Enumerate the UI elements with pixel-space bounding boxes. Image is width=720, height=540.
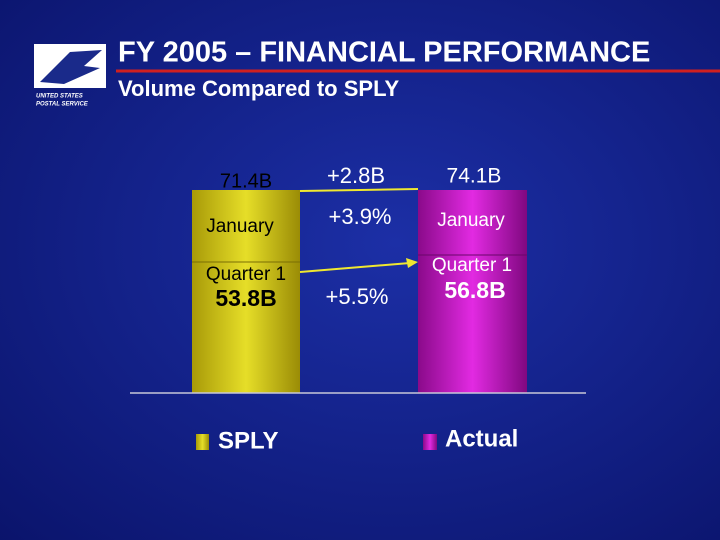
subtitle: Volume Compared to SPLY bbox=[118, 76, 399, 101]
actual-total: 74.1B bbox=[447, 165, 502, 188]
actual-quarter-label: Quarter 1 bbox=[432, 255, 512, 276]
sply-bar bbox=[192, 190, 300, 393]
legend-label: Actual bbox=[445, 425, 518, 452]
actual-bar bbox=[418, 190, 527, 393]
sply-total: 71.4B bbox=[220, 170, 272, 192]
sply-quarter-label: Quarter 1 bbox=[206, 264, 286, 285]
legend-label: SPLY bbox=[218, 427, 278, 454]
sply-january: January bbox=[206, 216, 274, 237]
sply-quarter-value: 53.8B bbox=[215, 285, 276, 311]
logo: UNITED STATES POSTAL SERVICE bbox=[34, 44, 106, 108]
change-january: +3.9% bbox=[329, 204, 392, 229]
arrow bbox=[299, 188, 419, 192]
title: FY 2005 – FINANCIAL PERFORMANCE bbox=[118, 37, 650, 69]
logo-eagle bbox=[40, 50, 102, 84]
actual-january: January bbox=[437, 210, 505, 231]
change-total: +2.8B bbox=[327, 163, 385, 188]
legend-swatch bbox=[196, 434, 209, 450]
logo-text: POSTAL SERVICE bbox=[36, 102, 89, 108]
change-quarter: +5.5% bbox=[326, 284, 389, 309]
arrow-head bbox=[406, 258, 418, 268]
legend-swatch bbox=[423, 434, 437, 450]
logo-text: UNITED STATES bbox=[36, 94, 83, 100]
arrow bbox=[299, 262, 411, 273]
actual-quarter-value: 56.8B bbox=[444, 277, 505, 303]
